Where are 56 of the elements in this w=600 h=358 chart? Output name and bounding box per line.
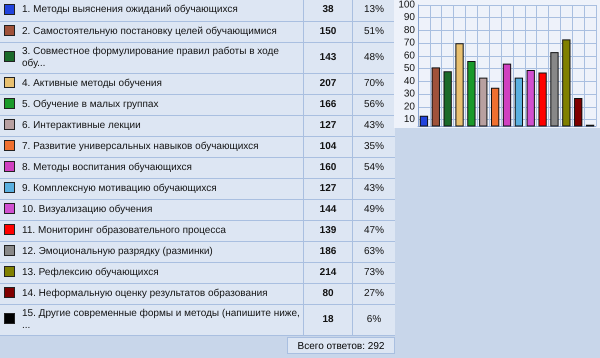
data-label: 43% <box>352 115 395 136</box>
data-label: 43% <box>352 178 395 199</box>
data-label: 38 <box>304 0 352 21</box>
data-label: 127 <box>304 115 352 136</box>
data-label: 143 <box>304 42 352 73</box>
y-tick-label: 80 <box>404 24 416 36</box>
data-label: 186 <box>304 241 352 262</box>
data-label: 56% <box>352 94 395 115</box>
data-label: 73% <box>352 262 395 283</box>
category-label: 12. Эмоциональную разрядку (разминки) <box>20 241 304 262</box>
y-tick-label: 10 <box>404 114 416 126</box>
data-label: 214 <box>304 262 352 283</box>
data-label: 207 <box>304 73 352 94</box>
category-label: 13. Рефлексию обучающихся <box>20 262 304 283</box>
text: Всего ответов: 292 <box>287 337 395 354</box>
data-label: 49% <box>352 199 395 220</box>
category-label: 5. Обучение в малых группах <box>20 94 304 115</box>
data-label: 35% <box>352 136 395 157</box>
data-label: 70% <box>352 73 395 94</box>
category-label: 2. Самостоятельную постановку целей обучающимися <box>20 21 304 42</box>
category-label: 15. Другие современные формы и методы (напишите ниже, ... <box>20 304 304 335</box>
data-label: 139 <box>304 220 352 241</box>
y-tick-label: 70 <box>404 38 416 49</box>
data-label: 80 <box>304 283 352 304</box>
data-label: 6% <box>352 304 395 335</box>
category-label: 9. Комплексную мотивацию обучающихся <box>20 178 304 199</box>
data-label: 47% <box>352 220 395 241</box>
data-label: 150 <box>304 21 352 42</box>
category-label: 4. Активные методы обучения <box>20 73 304 94</box>
category-label: 6. Интерактивные лекции <box>20 115 304 136</box>
category-label: 3. Совместное формулирование правил работы в ходе обу... <box>20 42 304 73</box>
data-label: 27% <box>352 283 395 304</box>
data-label: 48% <box>352 42 395 73</box>
data-label: 127 <box>304 178 352 199</box>
y-tick-label: 60 <box>404 50 416 62</box>
data-label: 144 <box>304 199 352 220</box>
y-tick-label: 40 <box>404 76 416 87</box>
data-label: 160 <box>304 157 352 178</box>
data-label: 18 <box>304 304 352 335</box>
data-label: 63% <box>352 241 395 262</box>
data-label: 166 <box>304 94 352 115</box>
category-label: 14. Неформальную оценку результатов образования <box>20 283 304 304</box>
category-label: 7. Развитие универсальных навыков обучающихся <box>20 136 304 157</box>
y-tick-label: 90 <box>404 12 416 24</box>
y-tick-label: 20 <box>404 101 416 112</box>
data-label: 104 <box>304 136 352 157</box>
y-tick-label: 30 <box>404 88 416 100</box>
category-label: 10. Визуализацию обучения <box>20 199 304 220</box>
category-label: 8. Методы воспитания обучающихся <box>20 157 304 178</box>
y-tick-label: 50 <box>404 63 416 74</box>
category-label: 11. Мониторинг образовательного процесса <box>20 220 304 241</box>
data-label: 13% <box>352 0 395 21</box>
category-label: 1. Методы выяснения ожиданий обучающихся <box>20 0 304 21</box>
y-tick-label: 100 <box>398 0 416 10</box>
data-label: 54% <box>352 157 395 178</box>
data-label: 51% <box>352 21 395 42</box>
